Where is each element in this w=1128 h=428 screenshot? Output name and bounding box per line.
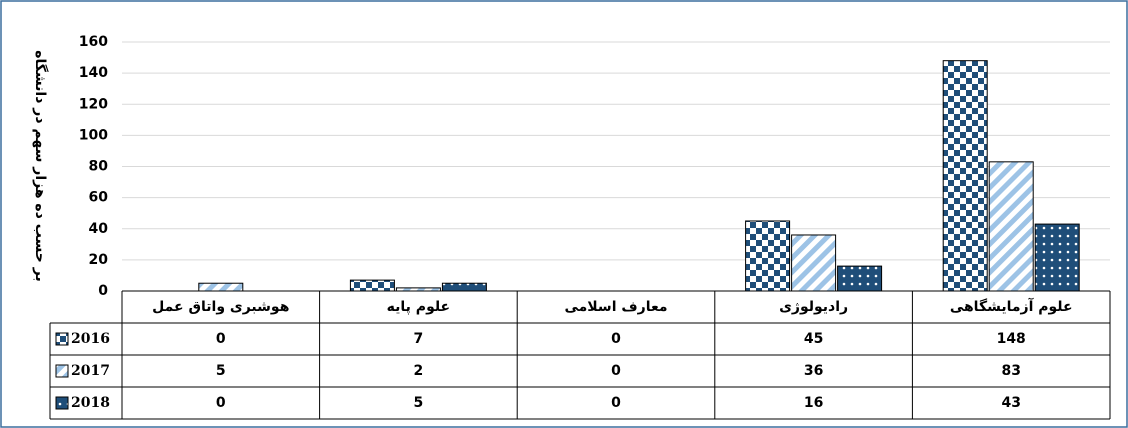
legend-swatch: [55, 364, 69, 378]
y-tick-label: 80: [89, 159, 109, 175]
table-value: 0: [216, 331, 226, 347]
table-value: 5: [414, 395, 424, 411]
legend-swatch: [55, 396, 69, 410]
legend-label: 2018: [71, 395, 110, 411]
y-tick-label: 60: [89, 190, 109, 206]
x-tick-label: علوم پایه: [387, 299, 450, 315]
x-tick-label: هوشبری واتاق عمل: [152, 299, 289, 315]
table-value: 0: [611, 331, 621, 347]
table-value: 36: [804, 363, 823, 379]
table-value: 0: [611, 363, 621, 379]
table-value: 83: [1001, 363, 1020, 379]
table-value: 5: [216, 363, 226, 379]
legend-label: 2016: [71, 331, 110, 347]
table-value: 0: [611, 395, 621, 411]
y-tick-label: 140: [79, 65, 108, 81]
x-tick-label: علوم آزمایشگاهی: [950, 297, 1073, 315]
bar: [791, 234, 837, 292]
y-tick-label: 120: [79, 96, 108, 112]
x-tick-label: رادیولوژی: [779, 299, 848, 315]
y-tick-label: 100: [79, 127, 108, 143]
y-tick-label: 0: [98, 283, 108, 299]
x-tick-label: معارف اسلامی: [564, 299, 667, 315]
bar: [198, 282, 244, 292]
y-tick-label: 160: [79, 34, 108, 50]
bar: [441, 282, 487, 292]
bar: [745, 220, 791, 292]
bar: [988, 161, 1034, 292]
bar: [837, 265, 883, 292]
table-value: 7: [414, 331, 424, 347]
table-value: 45: [804, 331, 823, 347]
legend-label: 2017: [71, 363, 110, 379]
y-tick-label: 40: [89, 221, 109, 237]
table-value: 43: [1001, 395, 1020, 411]
table-value: 2: [414, 363, 424, 379]
table-value: 148: [997, 331, 1026, 347]
legend-swatch: [55, 332, 69, 346]
bar: [942, 60, 988, 292]
bar: [1034, 223, 1080, 292]
table-value: 16: [804, 395, 823, 411]
table-value: 0: [216, 395, 226, 411]
y-axis-label: بر حسب ده هزار سهم در دانشگاه: [32, 50, 49, 281]
y-tick-label: 20: [89, 252, 109, 268]
bar: [349, 279, 395, 292]
